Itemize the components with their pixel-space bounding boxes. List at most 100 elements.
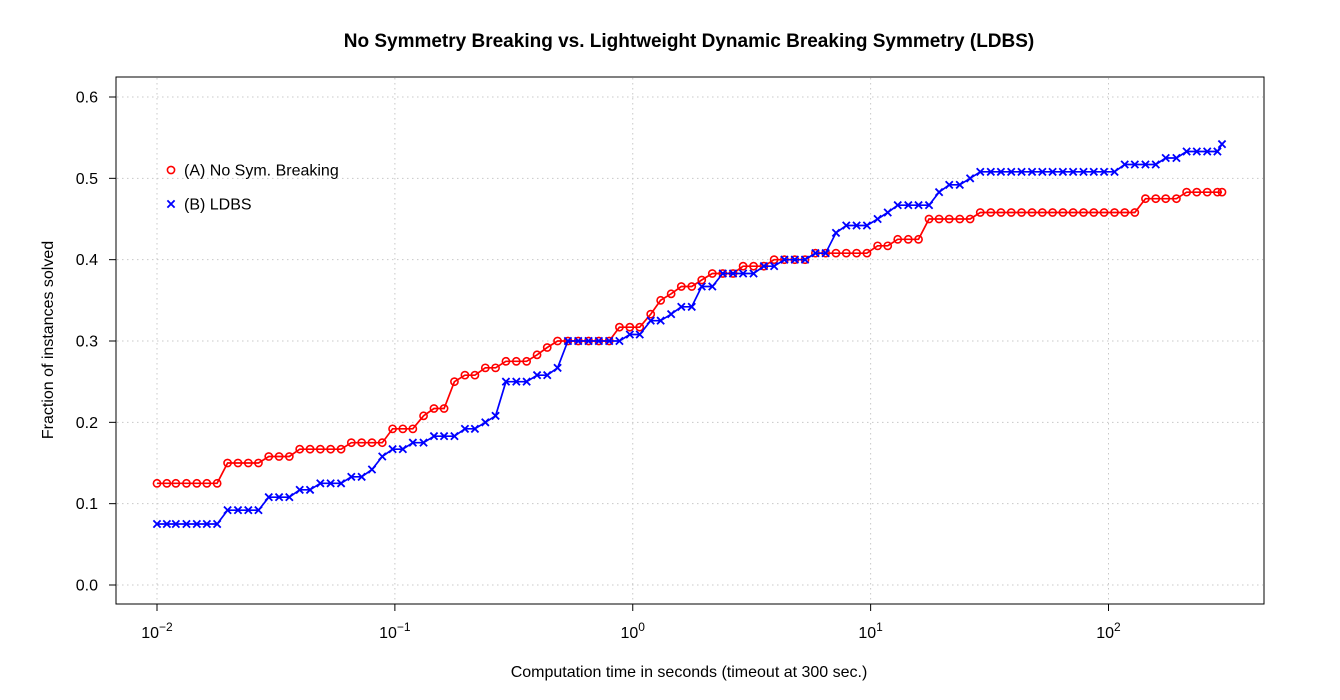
point-marker-circle [243,458,253,468]
point-marker-circle [470,370,480,380]
point-marker-circle [1213,187,1222,197]
point-marker-circle [831,248,841,258]
point-marker-cross [893,200,902,210]
point-marker-cross [873,214,882,224]
point-marker-circle [914,234,923,244]
point-marker-cross [305,485,315,495]
point-marker-circle [1079,208,1088,217]
point-marker-cross [965,174,975,183]
point-marker-circle [1027,208,1037,217]
point-marker-cross [542,370,552,380]
point-marker-cross [481,418,490,427]
point-marker-circle [212,478,222,488]
y-tick-label: 0.6 [76,90,98,107]
point-marker-circle [996,208,1006,217]
point-marker-cross [862,221,872,230]
point-marker-cross [1006,167,1016,177]
point-marker-circle [429,404,439,413]
point-marker-circle [1017,208,1026,217]
point-marker-circle [501,356,511,366]
legend-marker [166,199,176,209]
point-marker-cross [326,479,335,488]
point-marker-circle [264,452,274,461]
point-marker-circle [862,248,872,258]
legend-label: (B) LDBS [184,197,252,214]
point-marker-circle [934,214,944,224]
point-marker-circle [305,444,315,454]
point-marker-circle [1161,194,1171,204]
point-marker-cross [254,505,263,515]
legend: (A) No Sym. Breaking (B) LDBS [166,163,339,214]
x-axis-label: Computation time in seconds (timeout at … [511,664,868,681]
point-marker-cross [212,519,222,529]
point-marker-cross [800,255,810,264]
point-marker-circle [460,370,470,380]
point-marker-cross [336,479,346,488]
point-marker-circle [1068,208,1078,217]
point-marker-cross [1130,160,1140,169]
series-line [157,191,1222,485]
point-marker-cross [367,465,377,474]
point-marker-cross [1192,147,1202,156]
x-tick-label: 10−1 [379,620,411,642]
axes: 10−2 10−1 100 101 102 0.0 0.1 0.2 0.3 0.4 0.5 0.6 [76,90,1121,643]
point-marker-cross [553,363,562,373]
point-marker-cross [357,472,366,482]
point-marker-circle [491,363,500,373]
point-marker-circle [707,269,717,278]
point-marker-cross [687,302,696,312]
point-marker-circle [873,241,883,251]
point-marker-circle [955,214,965,224]
point-marker-circle [687,282,697,291]
point-marker-cross [192,519,202,529]
point-marker-circle [553,336,562,346]
point-marker-cross [594,336,604,346]
point-marker-circle [336,444,346,454]
point-marker-circle [749,261,758,271]
point-marker-cross [429,431,439,441]
point-marker-circle [182,478,191,488]
point-marker-cross [1110,167,1119,177]
point-marker-cross [1027,167,1037,177]
point-marker-circle [480,363,490,373]
point-marker-cross [914,200,923,210]
point-marker-circle [986,208,996,217]
point-marker-circle [367,438,377,448]
point-marker-cross [883,208,892,217]
point-marker-cross [625,330,635,339]
legend-marker [166,165,176,175]
point-marker-circle [1089,208,1099,217]
point-marker-circle [1099,208,1109,217]
point-marker-cross [1120,160,1129,169]
point-marker-circle [284,452,294,461]
point-marker-circle [1110,208,1119,217]
point-marker-circle [450,377,459,387]
point-marker-circle [357,438,367,448]
grid [117,78,1263,603]
point-marker-cross [470,424,480,434]
point-marker-cross [934,187,944,197]
point-marker-circle [738,261,748,271]
point-marker-circle [1006,208,1016,217]
point-marker-cross [1038,167,1047,177]
series [152,139,1227,529]
point-marker-circle [439,404,449,413]
point-marker-cross [769,261,779,271]
point-marker-cross [697,282,706,291]
point-marker-cross [1017,167,1026,177]
point-marker-circle [346,438,356,448]
point-marker-cross [419,438,428,447]
y-tick-label: 0.3 [76,334,98,351]
point-marker-cross [976,167,985,177]
point-marker-circle [635,322,645,332]
point-marker-circle [676,282,686,291]
point-marker-circle [511,356,521,366]
point-marker-cross [316,479,325,488]
point-marker-circle [202,478,212,488]
point-marker-circle [254,458,263,468]
point-marker-circle [841,248,851,258]
point-marker-circle [388,424,397,434]
point-marker-cross [398,444,408,454]
series-line [157,143,1223,525]
